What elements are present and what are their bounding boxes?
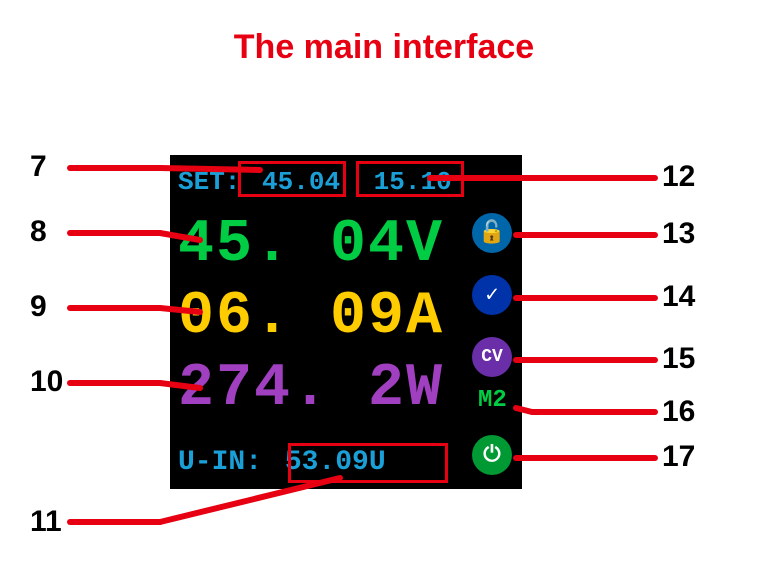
label-8: 8: [30, 215, 47, 249]
label-17: 17: [662, 440, 695, 474]
label-13: 13: [662, 217, 695, 251]
label-11: 11: [30, 505, 62, 539]
label-15: 15: [662, 342, 695, 376]
callout-lines: [0, 0, 768, 578]
label-12: 12: [662, 160, 695, 194]
label-10: 10: [30, 365, 63, 399]
label-14: 14: [662, 280, 695, 314]
label-16: 16: [662, 395, 695, 429]
label-7: 7: [30, 150, 47, 184]
label-9: 9: [30, 290, 47, 324]
